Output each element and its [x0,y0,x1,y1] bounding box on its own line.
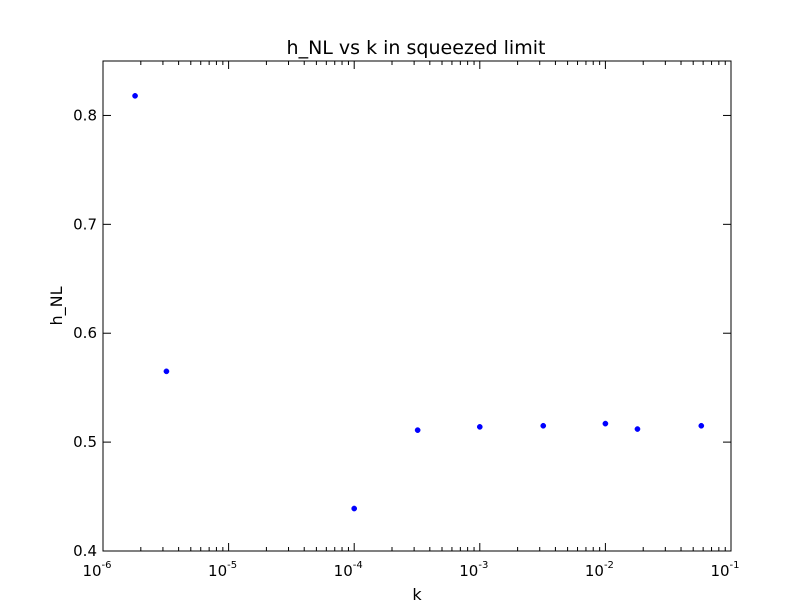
data-point [602,420,609,427]
data-point [351,505,358,512]
y-tick-label: 0.7 [73,215,97,233]
data-point [540,422,547,429]
y-tick-label: 0.5 [73,433,97,451]
data-point [698,422,705,429]
x-axis-label: k [412,585,422,604]
chart-title: h_NL vs k in squeezed limit [287,37,546,59]
x-tick-label: 10-3 [459,560,488,580]
plot-area: 10-6 10-5 10-4 10-3 10-2 10-1 0.4 0.5 0.6 0.7 0.8 [73,61,740,580]
plot-frame [102,60,732,552]
y-tick-label: 0.6 [73,324,97,342]
x-tick-label: 10-1 [710,560,739,580]
x-tick-label: 10-2 [585,560,614,580]
y-tick-label: 0.8 [73,106,97,124]
data-point [476,424,483,430]
x-tick-label: 10-5 [208,560,237,580]
data-point [163,368,170,375]
data-point [414,427,421,433]
x-tick-label: 10-4 [334,560,363,580]
data-point [634,426,641,432]
y-tick-label: 0.4 [73,542,97,560]
y-axis-label: h_NL [47,286,67,325]
x-tick-label: 10-6 [82,560,111,580]
data-point [132,92,138,99]
